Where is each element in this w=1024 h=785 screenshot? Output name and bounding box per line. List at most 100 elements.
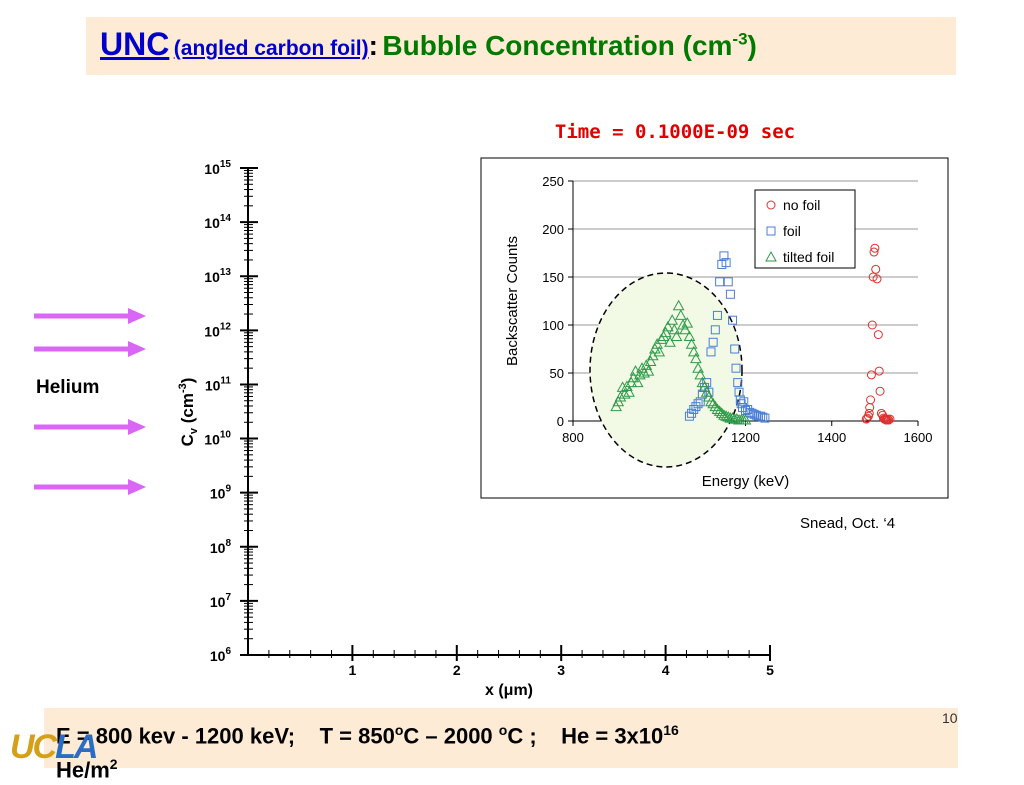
- page-number: 10: [942, 710, 958, 726]
- title-main: Bubble Concentration (cm-3): [382, 30, 756, 61]
- tilted-foil-point: [672, 299, 685, 311]
- inset-y-axis-title: Backscatter Counts: [504, 236, 521, 366]
- helium-arrowhead-2: [128, 341, 146, 357]
- slide-title: UNC (angled carbon foil): Bubble Concent…: [100, 26, 757, 63]
- tilted-foil-point: [690, 352, 702, 364]
- foil-point: [760, 413, 770, 423]
- x-tick-label: 1: [349, 662, 357, 678]
- foil-point: [706, 347, 716, 357]
- tilted-foil-point: [713, 405, 726, 416]
- y-axis-title: Cv (cm-3): [177, 378, 200, 447]
- legend-label-tilted-foil: tilted foil: [783, 249, 834, 265]
- tilted-foil-point: [687, 345, 700, 357]
- no-foil-point: [862, 413, 872, 423]
- no-foil-point: [871, 264, 881, 274]
- helium-arrowhead-1: [128, 308, 146, 324]
- no-foil-point: [866, 370, 876, 380]
- foil-point: [715, 277, 725, 287]
- tilted-foil-point: [674, 309, 687, 320]
- legend-label-no-foil: no foil: [783, 197, 820, 213]
- y-tick-label: 109: [210, 484, 232, 502]
- foil-point: [712, 310, 722, 320]
- footer-energy: E = 800 kev - 1200 keV;: [56, 723, 296, 749]
- tilted-foil-point: [681, 317, 694, 328]
- tilted-foil-point: [642, 365, 655, 376]
- title-main-text: Bubble Concentration (cm: [382, 30, 733, 61]
- foil-point: [731, 363, 741, 373]
- logo-uc: UC: [10, 728, 57, 766]
- helium-arrowhead-4: [128, 479, 146, 495]
- foil-point: [730, 344, 740, 354]
- title-main-end: ): [747, 30, 757, 61]
- foil-point: [758, 412, 768, 422]
- foil-point: [710, 325, 720, 335]
- y-tick-label: 1010: [204, 430, 231, 448]
- y-tick-label: 1014: [204, 213, 231, 231]
- tilted-foil-point: [633, 368, 646, 380]
- no-foil-point: [880, 414, 890, 424]
- tilted-foil-point: [711, 403, 724, 414]
- foil-point: [725, 289, 735, 299]
- tilted-foil-point: [659, 326, 672, 338]
- inset-y-tick-label: 50: [550, 366, 564, 381]
- tilted-foil-point: [662, 320, 674, 332]
- tilted-foil-point: [685, 338, 698, 349]
- foil-point: [708, 337, 718, 347]
- no-foil-point: [884, 415, 894, 425]
- no-foil-point: [885, 414, 895, 424]
- no-foil-point: [867, 320, 877, 330]
- foil-point: [693, 399, 703, 409]
- no-foil-point: [873, 330, 883, 340]
- y-tick-label: 108: [210, 538, 232, 556]
- inset-y-tick-label: 200: [542, 222, 564, 237]
- x-tick-label: 5: [766, 662, 774, 678]
- no-foil-point: [869, 247, 879, 257]
- credit-text: Snead, Oct. ‘4: [800, 515, 896, 532]
- tilted-foil-point: [653, 345, 666, 357]
- title-bar: [86, 17, 956, 75]
- x-tick-label: 3: [557, 662, 565, 678]
- x-axis-title: x (μm): [485, 682, 533, 699]
- title-unc: UNC: [100, 26, 170, 62]
- tilted-foil-point: [631, 376, 644, 388]
- y-tick-label: 106: [210, 646, 232, 664]
- tilted-foil-point: [644, 355, 657, 366]
- concentration-chart: 1015 1014 1013 1012 1011 1010 109 108 107 106 1 2 3 4…: [34, 157, 949, 699]
- tilted-foil-point: [618, 388, 631, 399]
- footer-helium-a: He = 3x10: [561, 723, 664, 749]
- foil-point: [723, 277, 733, 287]
- title-colon: :: [368, 30, 378, 61]
- no-foil-point: [866, 395, 876, 405]
- foil-point: [733, 378, 743, 388]
- y-tick-label: 1012: [204, 321, 231, 339]
- tilted-foil-point: [614, 390, 627, 402]
- no-foil-point: [864, 408, 874, 418]
- no-foil-point: [883, 414, 893, 424]
- tilted-foil-point: [679, 323, 691, 335]
- tilted-foil-point: [705, 395, 717, 407]
- ucla-logo: UCLA: [10, 728, 98, 767]
- y-tick-label: 1011: [205, 375, 232, 393]
- tilted-foil-point: [646, 349, 659, 361]
- footer-conditions: E = 800 kev - 1200 keV; T = 850oC – 2000…: [56, 716, 936, 785]
- highlight-ellipse: [589, 272, 743, 468]
- tilted-foil-point: [739, 414, 752, 425]
- inset-x-tick-label: 1200: [731, 430, 760, 445]
- y-tick-label: 1013: [204, 267, 231, 285]
- tilted-foil-point: [670, 330, 683, 342]
- tilted-foil-point: [616, 381, 629, 392]
- helium-sup-2: 2: [109, 756, 118, 773]
- inset-legend: [754, 189, 856, 269]
- inset-y-tick-label: 100: [542, 318, 564, 333]
- foil-point: [719, 251, 729, 261]
- helium-arrowhead-3: [128, 419, 146, 435]
- no-foil-point: [870, 243, 880, 253]
- inset-x-axis-title: Energy (keV): [702, 473, 790, 490]
- no-foil-point: [874, 366, 884, 376]
- degree-sup-2: o: [498, 722, 508, 738]
- inset-y-tick-label: 0: [557, 414, 564, 429]
- simulation-time: Time = 0.1000E-09 sec: [554, 121, 796, 143]
- title-subtitle: (angled carbon foil): [173, 37, 369, 60]
- foil-point: [737, 403, 747, 413]
- x-tick-label: 4: [662, 662, 670, 678]
